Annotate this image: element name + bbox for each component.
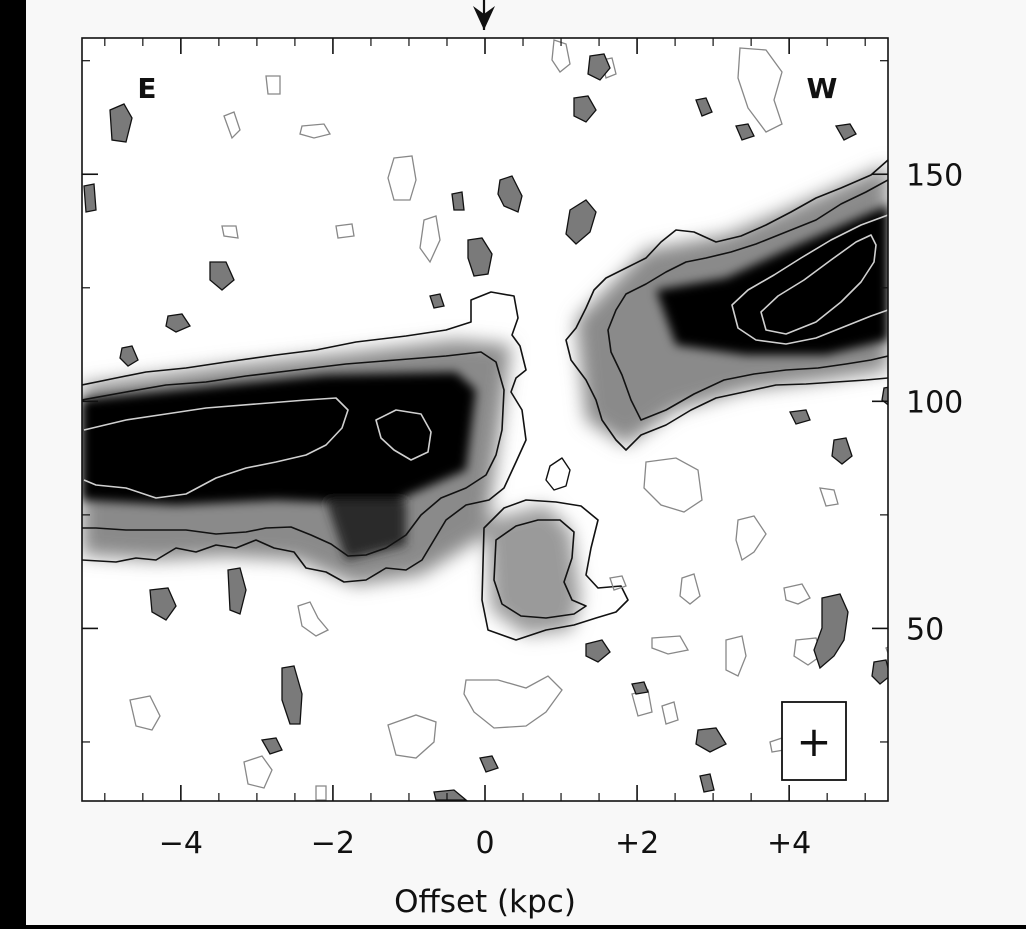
position-velocity-chart: −4 −2 0 +2 +4 50 100 150 Offset (kpc) E W + (81, 0, 963, 920)
east-core-2 (326, 500, 406, 560)
x-tick-label: +4 (767, 826, 811, 861)
emission-core (82, 205, 888, 560)
beam-size-box: + (781, 701, 847, 781)
x-axis-tick-labels: −4 −2 0 +2 +4 (159, 826, 812, 861)
emission-map (82, 39, 888, 801)
figure-panel: −4 −2 0 +2 +4 50 100 150 Offset (kpc) E W + (26, 0, 1026, 925)
west-label: W (807, 72, 838, 105)
contour-west-core (731, 214, 888, 345)
contour-east-outer (82, 291, 527, 583)
x-tick-label: −4 (159, 826, 203, 861)
contour-tail-inner (493, 519, 587, 619)
center-marker-arrow (473, 0, 495, 30)
east-core (82, 372, 476, 505)
tail-wash (486, 505, 581, 635)
contour-west-peak (760, 234, 877, 335)
y-axis-ticks (82, 60, 888, 743)
x-axis-label: Offset (kpc) (394, 884, 576, 920)
contour-west-outer (565, 159, 888, 451)
x-tick-label: +2 (615, 826, 659, 861)
x-tick-label: 0 (475, 826, 494, 861)
contour-tail-outer (481, 499, 629, 641)
contour-east-blob (375, 409, 432, 461)
contour-east-inner (82, 351, 505, 557)
y-tick-label: 100 (906, 385, 963, 420)
west-core (656, 205, 888, 355)
y-tick-label: 150 (906, 158, 963, 193)
contour-west-inner (607, 179, 888, 421)
contour-east-core (83, 397, 349, 499)
x-axis-ticks (104, 38, 866, 801)
noise-contours-grey (129, 39, 888, 801)
y-axis-tick-labels: 50 100 150 (906, 158, 963, 647)
y-tick-label: 50 (906, 612, 944, 647)
contour-spur (545, 457, 571, 491)
noise-contours-dark (83, 53, 888, 801)
east-label: E (137, 72, 156, 105)
x-tick-label: −2 (311, 826, 355, 861)
beam-cross: + (796, 717, 831, 766)
contours (82, 159, 888, 641)
